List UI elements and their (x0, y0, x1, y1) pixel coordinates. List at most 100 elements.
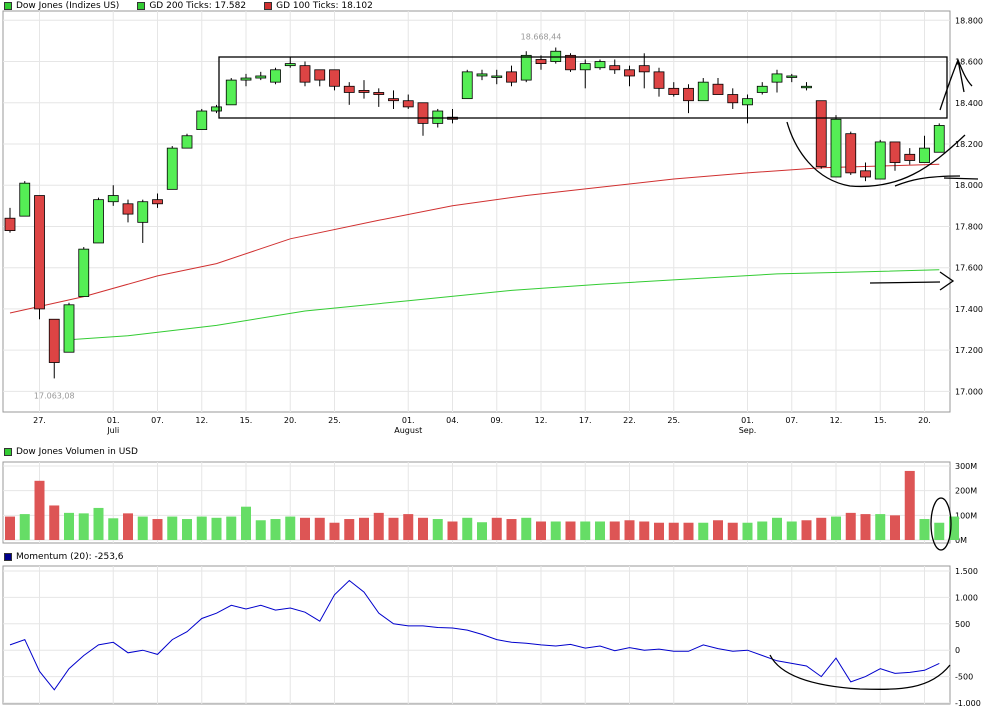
candle-body (19, 182, 31, 217)
candle-body (476, 73, 488, 77)
drawn-arrow-mid (894, 175, 979, 187)
candle-body (93, 199, 104, 244)
y-tick-label: 200M (955, 487, 977, 496)
candle-body (137, 201, 149, 223)
legend-label-momentum: Momentum (20): -253,6 (16, 552, 124, 562)
volume-bar (491, 517, 502, 540)
candle-body (668, 87, 680, 95)
volume-bar (255, 520, 266, 540)
candle-body (638, 65, 650, 73)
price-annotation: 18.668,44 (521, 33, 562, 42)
candle-body (535, 59, 547, 65)
legend-label-gd100: GD 100 Ticks: 18.102 (276, 1, 373, 11)
drawn-volume-circle (930, 497, 952, 551)
candle-body (565, 54, 576, 71)
volume-bar (521, 517, 532, 540)
y-tick-label: 18.000 (955, 181, 983, 190)
candle-body (771, 73, 783, 83)
candle-body (624, 69, 635, 77)
candle-body (756, 85, 768, 93)
volume-bar (137, 516, 148, 540)
candle-body (815, 100, 827, 168)
candle-body (845, 133, 857, 174)
volume-bar (359, 517, 369, 540)
volume-bar (93, 507, 104, 540)
x-month-label: Sep. (739, 426, 757, 435)
candle-body (432, 110, 444, 124)
volume-bar (654, 522, 664, 540)
candle-body (417, 102, 429, 124)
volume-bar (742, 522, 753, 540)
candle-body (683, 87, 694, 102)
volume-bar (418, 517, 428, 540)
candle-body (270, 69, 281, 83)
volume-bar (845, 512, 856, 540)
x-tick-label: 07. (151, 416, 164, 425)
volume-bar (713, 520, 723, 540)
y-tick-label: 17.600 (955, 264, 983, 273)
volume-bar (875, 514, 886, 540)
x-tick-label: 01. (741, 416, 754, 425)
candle-body (402, 100, 414, 108)
candle-body (609, 65, 621, 71)
legend-swatch-gd100 (264, 2, 273, 10)
candle-body (48, 318, 60, 363)
volume-bar (388, 517, 399, 540)
volume-bar (152, 519, 163, 540)
volume-bar (757, 521, 768, 540)
price-legend: Dow Jones (Indizes US) GD 200 Ticks: 17.… (4, 1, 373, 11)
candle-body (211, 106, 222, 112)
volume-bar (270, 519, 281, 540)
candle-body (34, 195, 45, 310)
y-tick-label: 17.200 (955, 346, 983, 355)
candle-body (78, 248, 90, 297)
candle-body (373, 92, 385, 95)
volume-bar (34, 480, 45, 540)
candle-body (653, 71, 665, 89)
volume-bar (639, 521, 650, 540)
y-tick-label: 18.600 (955, 58, 983, 67)
volume-bar (727, 522, 738, 540)
volume-bar (949, 516, 959, 540)
x-tick-label: 12. (830, 416, 843, 425)
y-tick-label: 18.800 (955, 16, 983, 25)
x-tick-label: 25. (667, 416, 680, 425)
candle-body (4, 217, 16, 231)
y-tick-label: 300M (955, 462, 977, 471)
volume-bar (78, 513, 89, 540)
volume-bar (904, 470, 915, 540)
volume-bar (506, 519, 517, 540)
candle-body (727, 94, 739, 104)
y-tick-label: -500 (955, 673, 973, 682)
candle-body (63, 304, 75, 353)
volume-bar (890, 515, 900, 540)
volume-bar (462, 517, 473, 540)
volume-bar (344, 519, 355, 540)
volume-bar (373, 512, 384, 540)
candle-body (196, 110, 208, 130)
volume-bar (49, 505, 60, 540)
volume-bar (565, 521, 576, 540)
x-tick-label: 09. (490, 416, 503, 425)
volume-bar (241, 506, 251, 540)
price-annotation: 17.063,08 (34, 391, 75, 400)
candle-body (830, 118, 842, 178)
candle-body (122, 203, 134, 215)
volume-bar (123, 513, 133, 540)
legend-swatch-volume (4, 448, 12, 456)
y-tick-label: 18.200 (955, 140, 983, 149)
volume-bar (19, 514, 30, 540)
volume-bar (919, 519, 930, 540)
legend-label-volume: Dow Jones Volumen in USD (16, 447, 138, 457)
volume-bar (226, 516, 237, 540)
volume-bar (668, 522, 679, 540)
drawn-bowl-curve (786, 121, 966, 188)
legend-label-dow: Dow Jones (Indizes US) (16, 1, 120, 11)
momentum-panel (2, 565, 951, 705)
candle-body (284, 63, 296, 67)
volume-bar (860, 514, 871, 540)
y-tick-label: 100M (955, 511, 977, 520)
ma-line (68, 269, 940, 341)
